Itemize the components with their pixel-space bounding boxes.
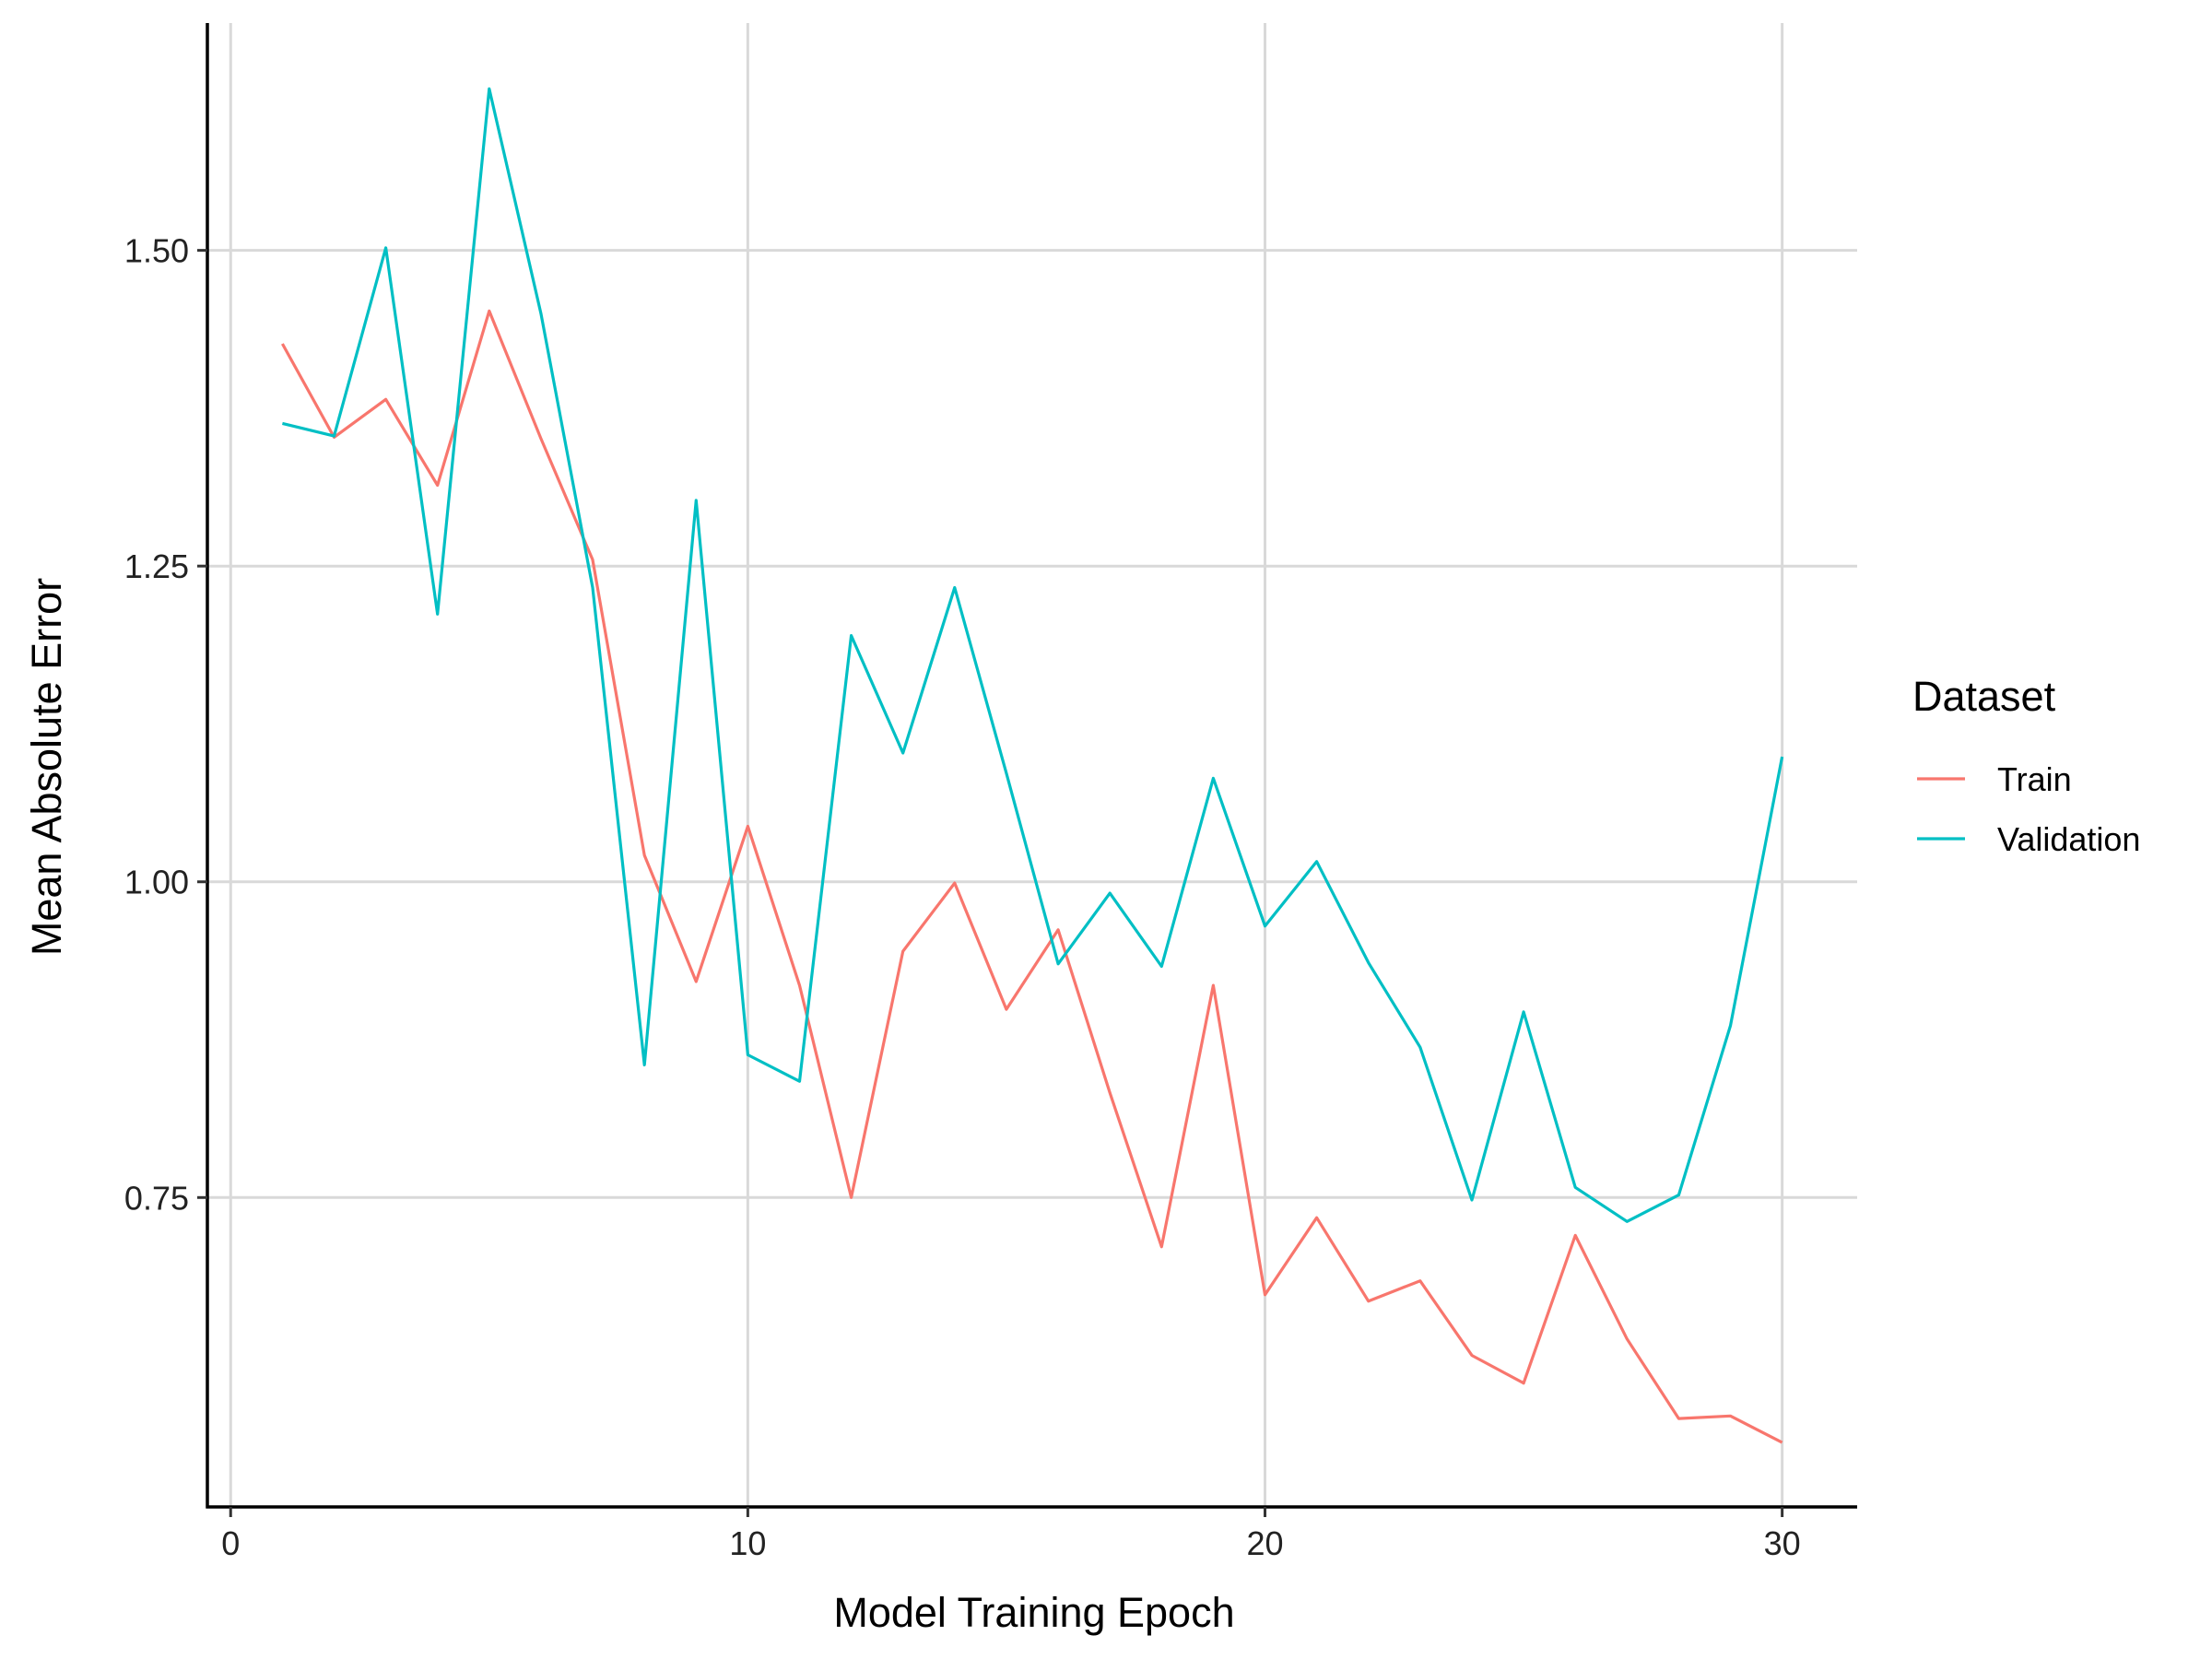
series-line-train bbox=[280, 309, 1783, 1444]
y-axis-title: Mean Absolute Error bbox=[23, 578, 70, 956]
y-tick-label: 1.25 bbox=[124, 547, 189, 585]
series-lines bbox=[280, 87, 1784, 1444]
y-tick-label: 0.75 bbox=[124, 1179, 189, 1217]
y-tick-label: 1.50 bbox=[124, 232, 189, 270]
x-tick-label: 30 bbox=[1764, 1524, 1801, 1562]
legend-title: Dataset bbox=[1912, 673, 2056, 720]
x-tick-label: 10 bbox=[729, 1524, 766, 1562]
x-tick-label: 0 bbox=[221, 1524, 240, 1562]
legend: Dataset Train Validation bbox=[1912, 673, 2140, 858]
x-axis-title: Model Training Epoch bbox=[833, 1589, 1234, 1636]
tick-labels: 0 10 20 30 0.75 1.00 1.25 1.50 bbox=[124, 232, 1801, 1562]
x-tick-label: 20 bbox=[1246, 1524, 1283, 1562]
gridlines bbox=[207, 23, 1857, 1507]
legend-label-train: Train bbox=[1997, 760, 2072, 798]
axes bbox=[197, 23, 1857, 1517]
y-tick-label: 1.00 bbox=[124, 864, 189, 901]
legend-label-validation: Validation bbox=[1997, 820, 2140, 858]
series-line-validation bbox=[282, 87, 1784, 1223]
